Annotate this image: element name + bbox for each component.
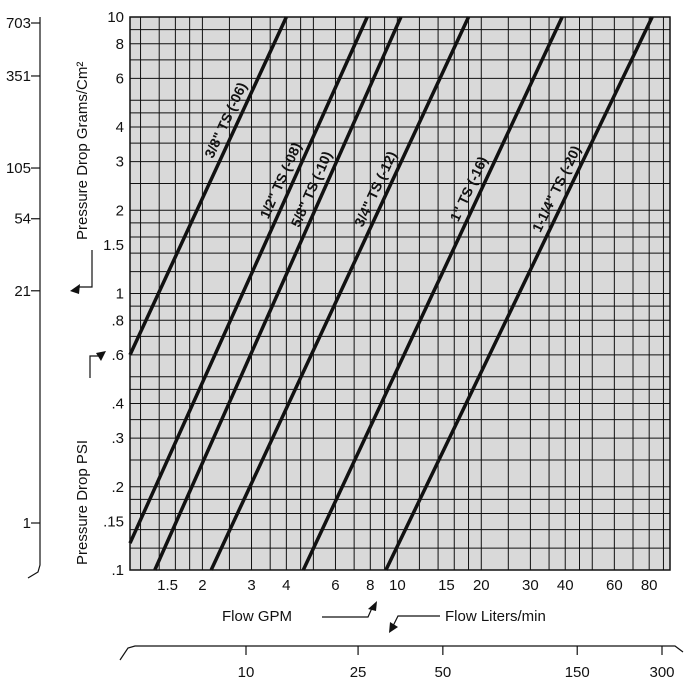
x-tick-label: 15: [438, 577, 455, 594]
x-tick-labels: 1.5 2 3 4 6 8 10 15 20 30 40 60 80: [157, 577, 657, 594]
x-tick-label: 80: [641, 577, 658, 594]
x-tick-label: 60: [606, 577, 623, 594]
y-tick-label: 1.5: [103, 237, 124, 254]
y-tick-label: .3: [111, 430, 124, 447]
x-tick-label: 8: [366, 577, 374, 594]
secondary-y-tick-label: 703: [6, 15, 31, 32]
arrow-to-liters-axis: [389, 615, 440, 633]
series-line: [153, 16, 403, 571]
secondary-x-tick-label: 50: [435, 664, 452, 681]
secondary-x-tick-label: 10: [238, 664, 255, 681]
secondary-y-axis-label: Pressure Drop Grams/Cm²: [74, 62, 91, 240]
secondary-y-tick-label: 105: [6, 160, 31, 177]
y-tick-label: .15: [103, 513, 124, 530]
x-tick-label: 10: [389, 577, 406, 594]
x-tick-label: 40: [557, 577, 574, 594]
series-line: [128, 16, 288, 356]
y-tick-labels: .1 .15 .2 .3 .4 .6 .8 1 1.5 2 3 4 6 8 10: [103, 9, 124, 579]
y-tick-label: 4: [116, 119, 124, 136]
x-tick-label: 1.5: [157, 577, 178, 594]
y-tick-label: 2: [116, 202, 124, 219]
secondary-y-tick-label: 351: [6, 68, 31, 85]
y-tick-label: .1: [111, 562, 124, 579]
y-tick-label: .4: [111, 396, 124, 413]
secondary-x-tick-label: 25: [350, 664, 367, 681]
x-tick-label: 2: [198, 577, 206, 594]
secondary-x-axis-label: Flow Liters/min: [445, 608, 546, 625]
x-tick-label: 30: [522, 577, 539, 594]
secondary-x-tick-label: 300: [649, 664, 674, 681]
y-tick-label: 8: [116, 36, 124, 53]
y-tick-label: .6: [111, 347, 124, 364]
grid: [130, 16, 670, 570]
arrow-to-psi-axis: [89, 351, 106, 378]
x-tick-label: 3: [247, 577, 255, 594]
secondary-y-axis: 1 21 54 105 351 703: [6, 15, 41, 579]
y-tick-label: 3: [116, 154, 124, 171]
secondary-x-axis: 10 25 50 150 300: [119, 645, 684, 681]
y-tick-label: 1: [116, 286, 124, 303]
x-tick-label: 4: [282, 577, 290, 594]
secondary-y-tick-label: 54: [14, 211, 31, 228]
series-lines: [128, 16, 654, 571]
x-axis-label: Flow GPM: [222, 608, 292, 625]
series-line: [384, 16, 654, 571]
secondary-y-tick-label: 1: [23, 515, 31, 532]
y-axis-label: Pressure Drop PSI: [74, 440, 91, 565]
secondary-y-tick-label: 21: [14, 283, 31, 300]
secondary-x-axis-line: [119, 645, 684, 661]
x-tick-label: 6: [331, 577, 339, 594]
x-tick-label: 20: [473, 577, 490, 594]
arrow-to-grams-axis: [70, 250, 93, 294]
series-line: [209, 16, 471, 571]
y-tick-label: .8: [111, 312, 124, 329]
series-line: [301, 16, 564, 571]
y-tick-label: 10: [107, 9, 124, 26]
series-line: [128, 16, 369, 544]
y-tick-label: 6: [116, 70, 124, 87]
secondary-x-tick-label: 150: [565, 664, 590, 681]
y-tick-label: .2: [111, 479, 124, 496]
arrow-to-gpm-axis: [322, 601, 377, 618]
